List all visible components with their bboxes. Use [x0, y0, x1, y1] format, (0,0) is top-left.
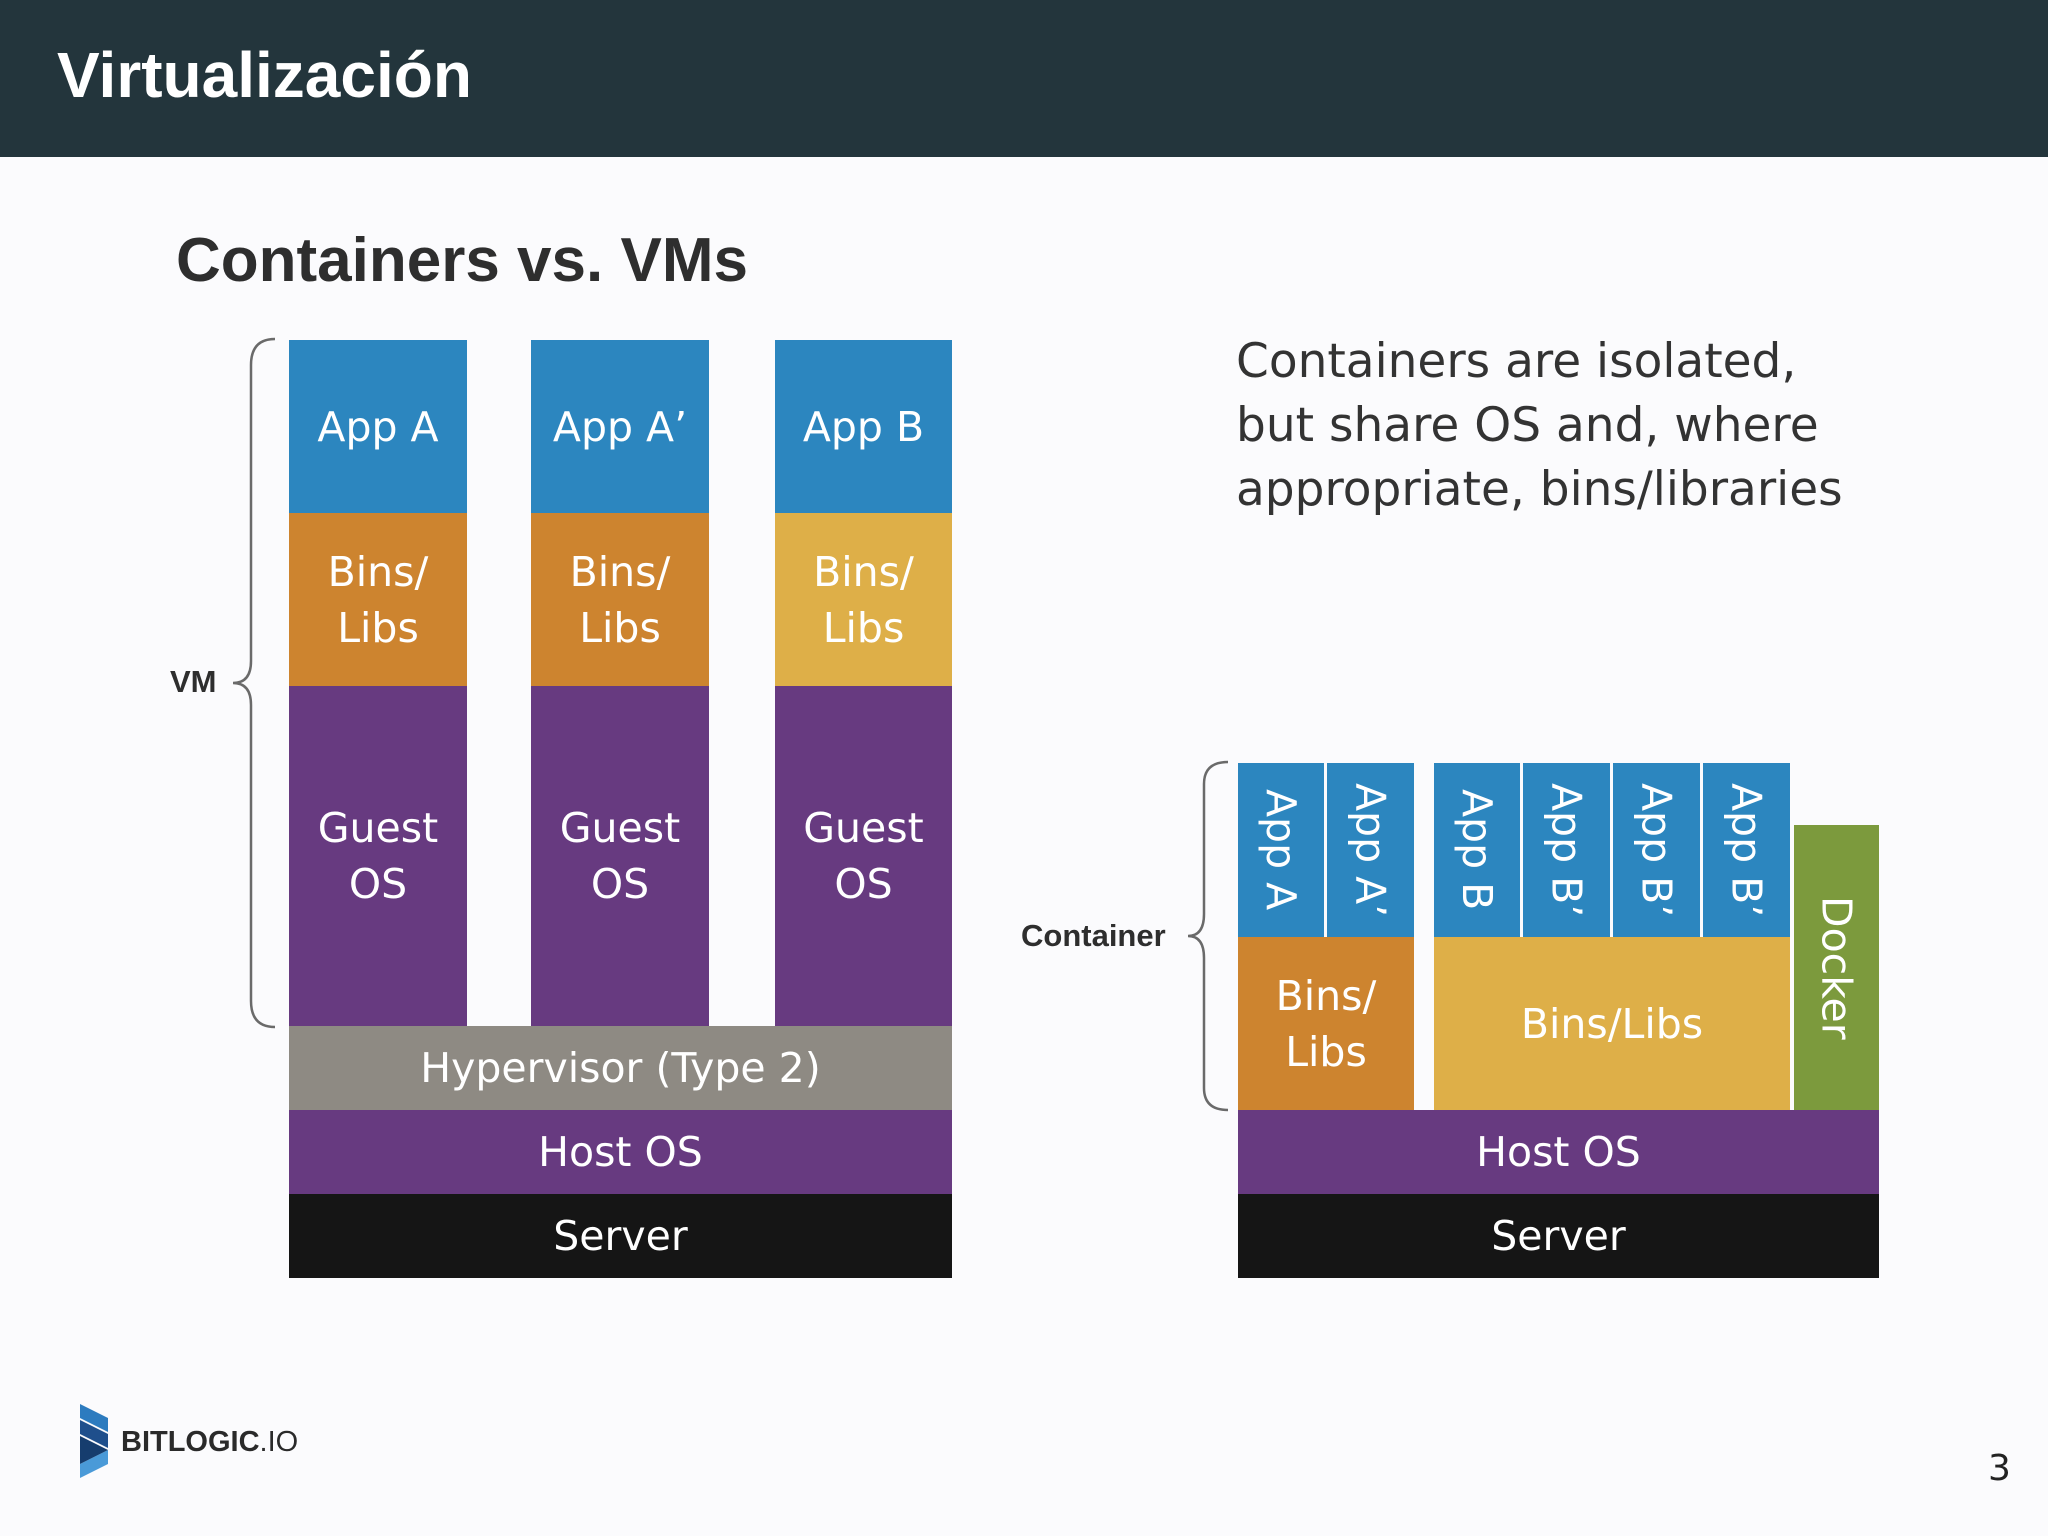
diagram-title: Containers vs. VMs: [176, 226, 748, 295]
vm-guest-os-a-prime: Guest OS: [531, 686, 709, 1026]
container-app-a: App A: [1238, 763, 1324, 937]
vm-brace: [232, 337, 276, 1029]
logo-name: BITLOGIC: [121, 1426, 260, 1458]
container-app-b: App B: [1434, 763, 1520, 937]
page-number: 3: [1988, 1448, 2011, 1489]
container-app-b-prime-1: App B’: [1523, 763, 1610, 937]
vm-server: Server: [289, 1194, 952, 1278]
container-app-b-label: App B: [1453, 789, 1501, 911]
title-bar: Virtualización: [0, 0, 2048, 157]
container-app-a-label: App A: [1257, 789, 1305, 911]
bitlogic-logo-text: BITLOGIC.IO: [121, 1426, 298, 1459]
container-app-a-prime: App A’: [1327, 763, 1414, 937]
vm-bins-libs-a-prime: Bins/ Libs: [531, 513, 709, 686]
logo-suffix: .IO: [259, 1426, 299, 1458]
container-app-b-prime-3: App B’: [1703, 763, 1790, 937]
vm-bins-libs-b: Bins/ Libs: [775, 513, 952, 686]
vm-bins-libs-a: Bins/ Libs: [289, 513, 467, 686]
container-app-b-prime-1-label: App B’: [1542, 782, 1591, 918]
container-brace: [1187, 760, 1229, 1112]
vm-guest-os-b: Guest OS: [775, 686, 952, 1026]
vm-app-a-prime: App A’: [531, 340, 709, 513]
vm-app-b: App B: [775, 340, 952, 513]
vm-label: VM: [170, 664, 217, 699]
diagram-caption: Containers are isolated, but share OS an…: [1236, 334, 1843, 517]
container-app-b-prime-2: App B’: [1613, 763, 1700, 937]
bitlogic-logo-icon: [80, 1404, 108, 1478]
container-host-os: Host OS: [1238, 1110, 1879, 1194]
container-app-a-prime-label: App A’: [1346, 782, 1395, 918]
container-label: Container: [1021, 918, 1166, 953]
container-bins-libs-b: Bins/Libs: [1434, 937, 1790, 1110]
vm-guest-os-a: Guest OS: [289, 686, 467, 1026]
docker-engine: Docker: [1794, 825, 1879, 1110]
docker-label: Docker: [1812, 895, 1861, 1040]
vm-hypervisor: Hypervisor (Type 2): [289, 1026, 952, 1110]
container-server: Server: [1238, 1194, 1879, 1278]
container-app-b-prime-2-label: App B’: [1632, 782, 1681, 918]
container-app-b-prime-3-label: App B’: [1722, 782, 1771, 918]
vm-app-a: App A: [289, 340, 467, 513]
vm-host-os: Host OS: [289, 1110, 952, 1194]
container-bins-libs-a: Bins/ Libs: [1238, 937, 1414, 1110]
slide-title: Virtualización: [57, 39, 472, 111]
